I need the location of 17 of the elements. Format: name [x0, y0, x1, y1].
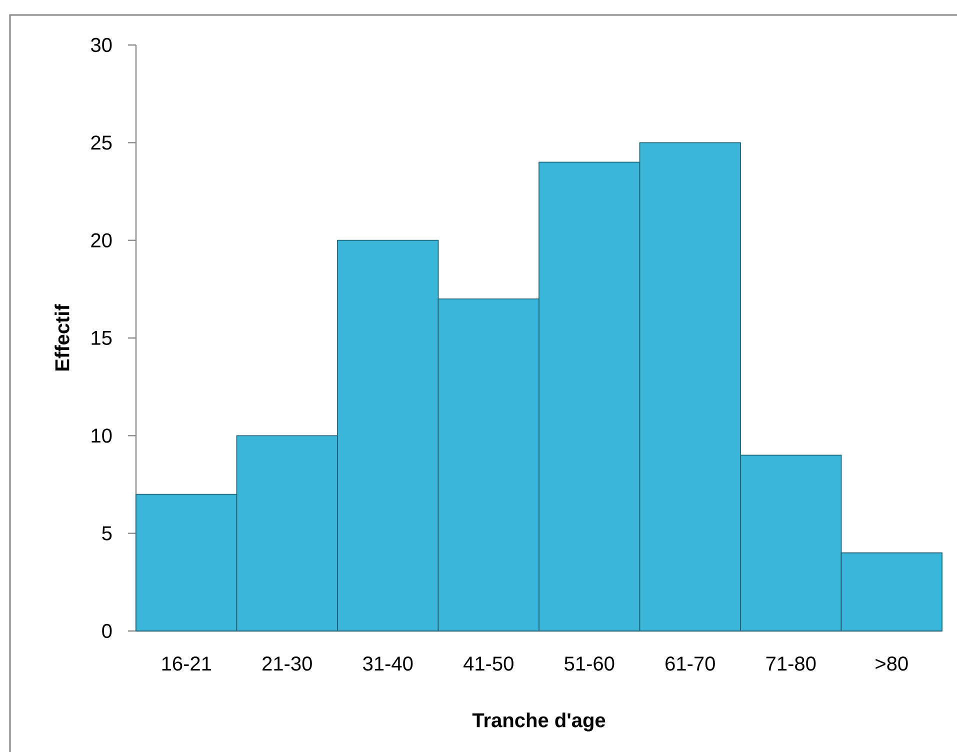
x-axis-title: Tranche d'age — [472, 712, 606, 732]
x-tick-label: 61-70 — [666, 656, 715, 671]
x-tick-label: 41-50 — [464, 656, 514, 671]
y-tick-label: 10 — [92, 428, 112, 443]
x-tick-label: 16-21 — [162, 656, 211, 671]
x-tick-label: 71-80 — [766, 656, 816, 671]
y-tick-label: 20 — [91, 233, 112, 248]
y-tick-label: 15 — [92, 331, 112, 345]
x-tick-label: 31-40 — [363, 656, 413, 671]
y-tick-label: 30 — [91, 38, 112, 52]
x-tick-label: 51-60 — [564, 656, 614, 671]
y-tick-label: 25 — [91, 136, 112, 150]
x-tick-label: 21-30 — [262, 656, 312, 671]
y-tick-label: 5 — [102, 526, 112, 540]
y-tick-label: 0 — [102, 624, 112, 638]
x-tick-label: >80 — [876, 656, 908, 671]
y-axis-title: Effectif — [54, 304, 70, 371]
